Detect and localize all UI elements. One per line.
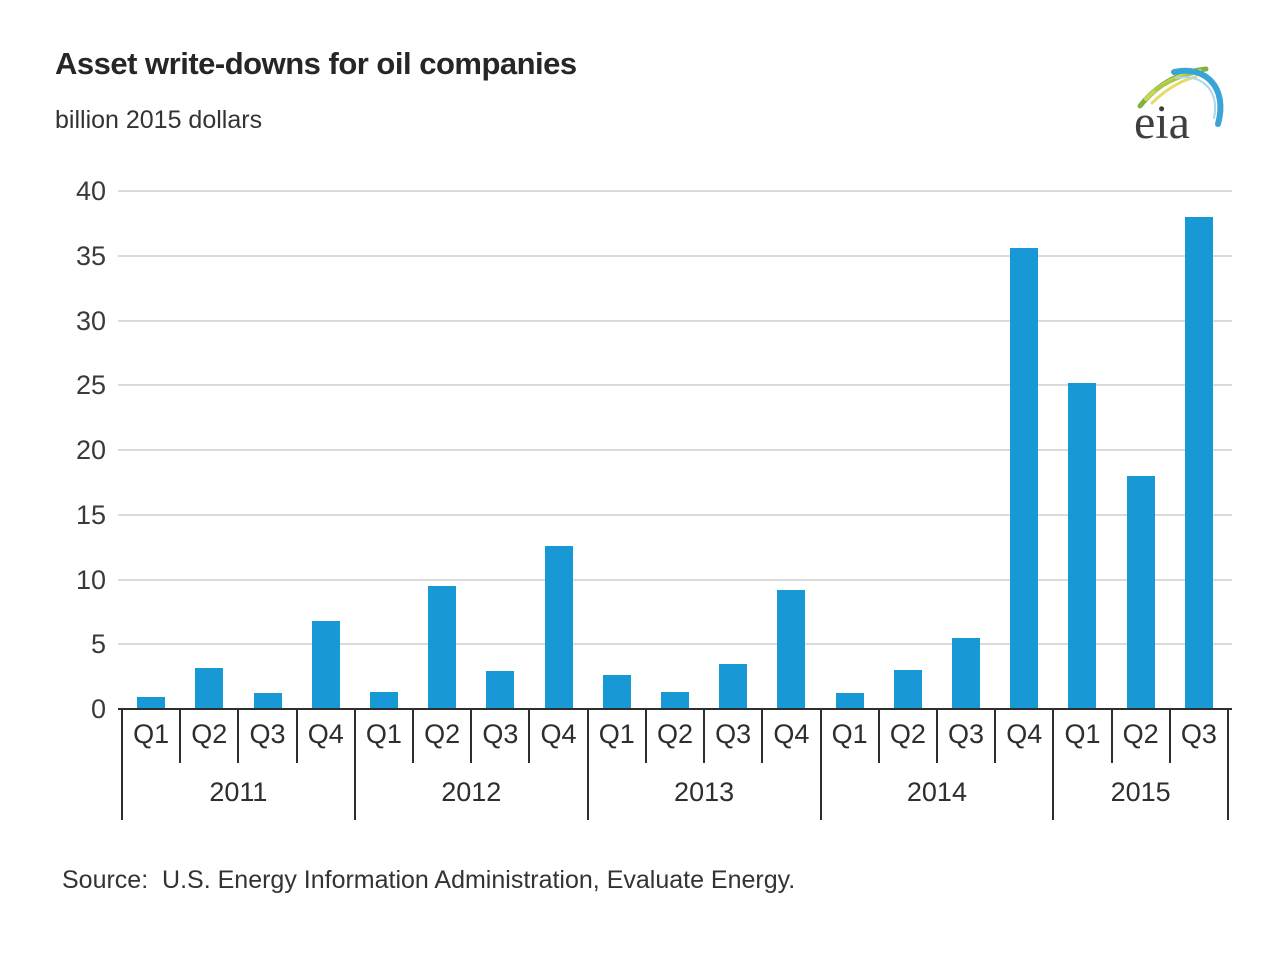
quarter-label-2015-Q1: Q1	[1064, 719, 1101, 749]
bar-2011-Q3	[253, 693, 282, 709]
quarter-divider	[703, 709, 706, 763]
bar-2012-Q2	[428, 585, 457, 709]
y-tick-label-5: 5	[90, 629, 106, 660]
bar-2013-Q3	[719, 663, 748, 709]
y-tick-label-25: 25	[75, 370, 106, 401]
quarter-divider	[179, 709, 182, 763]
gridline-35	[118, 254, 1232, 257]
quarter-divider	[644, 709, 647, 763]
gridline-10	[118, 578, 1232, 581]
year-group-divider	[1227, 709, 1229, 820]
year-label-2012: 2012	[441, 777, 502, 807]
eia-logo-arc	[1171, 67, 1224, 127]
quarter-label-2011-Q3: Q3	[249, 719, 286, 749]
eia-logo-text: eia	[1134, 96, 1190, 149]
quarter-label-2014-Q2: Q2	[889, 719, 926, 749]
quarter-label-2011-Q4: Q4	[307, 719, 344, 749]
bar-2013-Q2	[661, 692, 689, 709]
bar-2012-Q3	[486, 671, 515, 709]
year-group-divider	[353, 709, 356, 820]
quarter-label-2011-Q2: Q2	[191, 719, 228, 749]
bar-2013-Q4	[777, 589, 806, 709]
quarter-label-2012-Q3: Q3	[482, 719, 519, 749]
quarter-label-2015-Q3: Q3	[1180, 719, 1217, 749]
quarter-label-2014-Q4: Q4	[1006, 719, 1043, 749]
y-tick-label-40: 40	[75, 176, 106, 206]
bar-2012-Q4	[544, 545, 573, 709]
quarter-label-2011-Q1: Q1	[133, 719, 170, 749]
quarter-divider	[237, 709, 240, 763]
gridline-20	[118, 449, 1232, 451]
gridline-25	[118, 384, 1232, 387]
bar-2011-Q1	[137, 697, 166, 709]
y-tick-label-20: 20	[75, 435, 106, 465]
quarter-label-2013-Q3: Q3	[715, 719, 752, 749]
bar-2011-Q4	[311, 620, 340, 709]
year-label-2013: 2013	[674, 777, 735, 807]
year-group-divider	[1052, 709, 1055, 820]
bar-2014-Q1	[835, 693, 864, 709]
x-axis-baseline	[118, 708, 1232, 710]
chart-title: Asset write-downs for oil companies	[55, 46, 577, 81]
year-label-2011: 2011	[209, 777, 268, 807]
quarter-divider	[470, 709, 473, 763]
quarter-label-2013-Q1: Q1	[598, 719, 635, 749]
y-tick-label-35: 35	[75, 240, 106, 271]
bar-2013-Q1	[602, 675, 631, 709]
source-note: Source: U.S. Energy Information Administ…	[62, 866, 796, 894]
quarter-label-2014-Q1: Q1	[831, 719, 868, 749]
plot-area	[118, 190, 1232, 709]
quarter-label-2012-Q2: Q2	[424, 719, 461, 749]
bar-2014-Q3	[952, 637, 981, 709]
quarter-divider	[528, 709, 531, 763]
gridline-30	[118, 319, 1232, 322]
chart-subtitle: billion 2015 dollars	[55, 106, 263, 134]
y-tick-label-10: 10	[75, 564, 106, 595]
quarter-divider	[412, 709, 415, 763]
bar-2015-Q1	[1068, 382, 1097, 709]
y-tick-label-15: 15	[75, 499, 106, 530]
quarter-label-2013-Q4: Q4	[773, 719, 810, 749]
quarter-label-2013-Q2: Q2	[656, 719, 693, 749]
quarter-divider	[994, 709, 997, 763]
year-label-2014: 2014	[906, 777, 967, 807]
quarter-label-2012-Q1: Q1	[365, 719, 402, 749]
bar-2014-Q2	[893, 670, 922, 709]
year-group-divider	[586, 709, 589, 820]
quarter-label-2012-Q4: Q4	[540, 719, 577, 749]
quarter-divider	[1168, 709, 1171, 763]
bar-2015-Q2	[1126, 475, 1155, 709]
quarter-divider	[295, 709, 298, 763]
bar-2015-Q3	[1184, 216, 1213, 709]
quarter-divider	[1110, 709, 1113, 763]
gridline-15	[118, 513, 1232, 516]
gridline-5	[118, 643, 1232, 646]
y-tick-label-30: 30	[75, 305, 106, 336]
gridline-40	[118, 190, 1232, 192]
quarter-label-2015-Q2: Q2	[1122, 719, 1159, 749]
bar-2011-Q2	[195, 667, 224, 709]
quarter-divider	[935, 709, 938, 763]
year-group-divider	[819, 709, 822, 820]
y-tick-label-0: 0	[90, 694, 106, 724]
eia-logo: eia	[1134, 66, 1224, 149]
bar-2014-Q4	[1010, 247, 1039, 709]
quarter-label-2014-Q3: Q3	[948, 719, 985, 749]
quarter-divider	[761, 709, 764, 763]
year-group-divider	[121, 709, 123, 820]
quarter-divider	[877, 709, 880, 763]
bar-2012-Q1	[369, 692, 398, 709]
year-label-2015: 2015	[1110, 777, 1171, 807]
